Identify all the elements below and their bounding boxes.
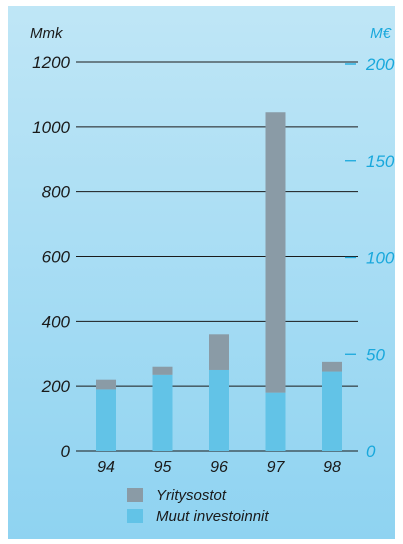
y-left-tick-label: 600 [42, 248, 71, 267]
y-right-tick-label: 50 [366, 345, 385, 364]
legend-label-muut-investoinnit: Muut investoinnit [156, 508, 269, 525]
legend-swatch-yritysostot [127, 488, 143, 502]
y-left-tick-label: 1200 [32, 53, 70, 72]
y-right-tick-label: 100 [366, 249, 395, 268]
bar-yritysostot-97 [265, 112, 286, 393]
x-tick-label: 95 [154, 459, 172, 476]
legend-label-yritysostot: Yritysostot [156, 487, 227, 504]
bar-muut-investoinnit-97 [265, 392, 286, 451]
x-tick-label: 98 [323, 459, 341, 476]
y-left-tick-label: 1000 [32, 118, 70, 137]
bar-muut-investoinnit-94 [96, 389, 116, 451]
y-left-unit: Mmk [30, 25, 64, 42]
y-right-unit: M€ [370, 25, 391, 42]
bar-yritysostot-94 [96, 379, 116, 390]
bars [96, 112, 342, 451]
x-tick-labels: 94 95 96 97 98 [97, 459, 341, 476]
legend-swatch-muut-investoinnit [127, 509, 143, 523]
y-right-tick-label: 0 [366, 442, 376, 461]
y-right-tick-label: 150 [366, 152, 395, 171]
y-left-tick-label: 200 [41, 377, 71, 396]
bar-muut-investoinnit-98 [322, 371, 342, 451]
bar-muut-investoinnit-96 [209, 369, 229, 451]
y-left-tick-label: 400 [42, 312, 71, 331]
bar-yritysostot-98 [322, 361, 342, 372]
x-tick-label: 97 [267, 459, 286, 476]
y-left-tick-label: 0 [61, 442, 71, 461]
y-left-ticks: 0 200 400 600 800 1000 1200 [32, 53, 70, 461]
bar-yritysostot-95 [152, 366, 173, 375]
y-left-tick-label: 800 [42, 183, 71, 202]
y-right-ticks: 0 50 100 150 200 [345, 55, 395, 461]
y-right-tick-label: 200 [365, 55, 395, 74]
bar-muut-investoinnit-95 [152, 374, 173, 451]
bar-yritysostot-96 [209, 334, 229, 370]
x-tick-label: 96 [210, 459, 228, 476]
x-tick-label: 94 [97, 459, 115, 476]
